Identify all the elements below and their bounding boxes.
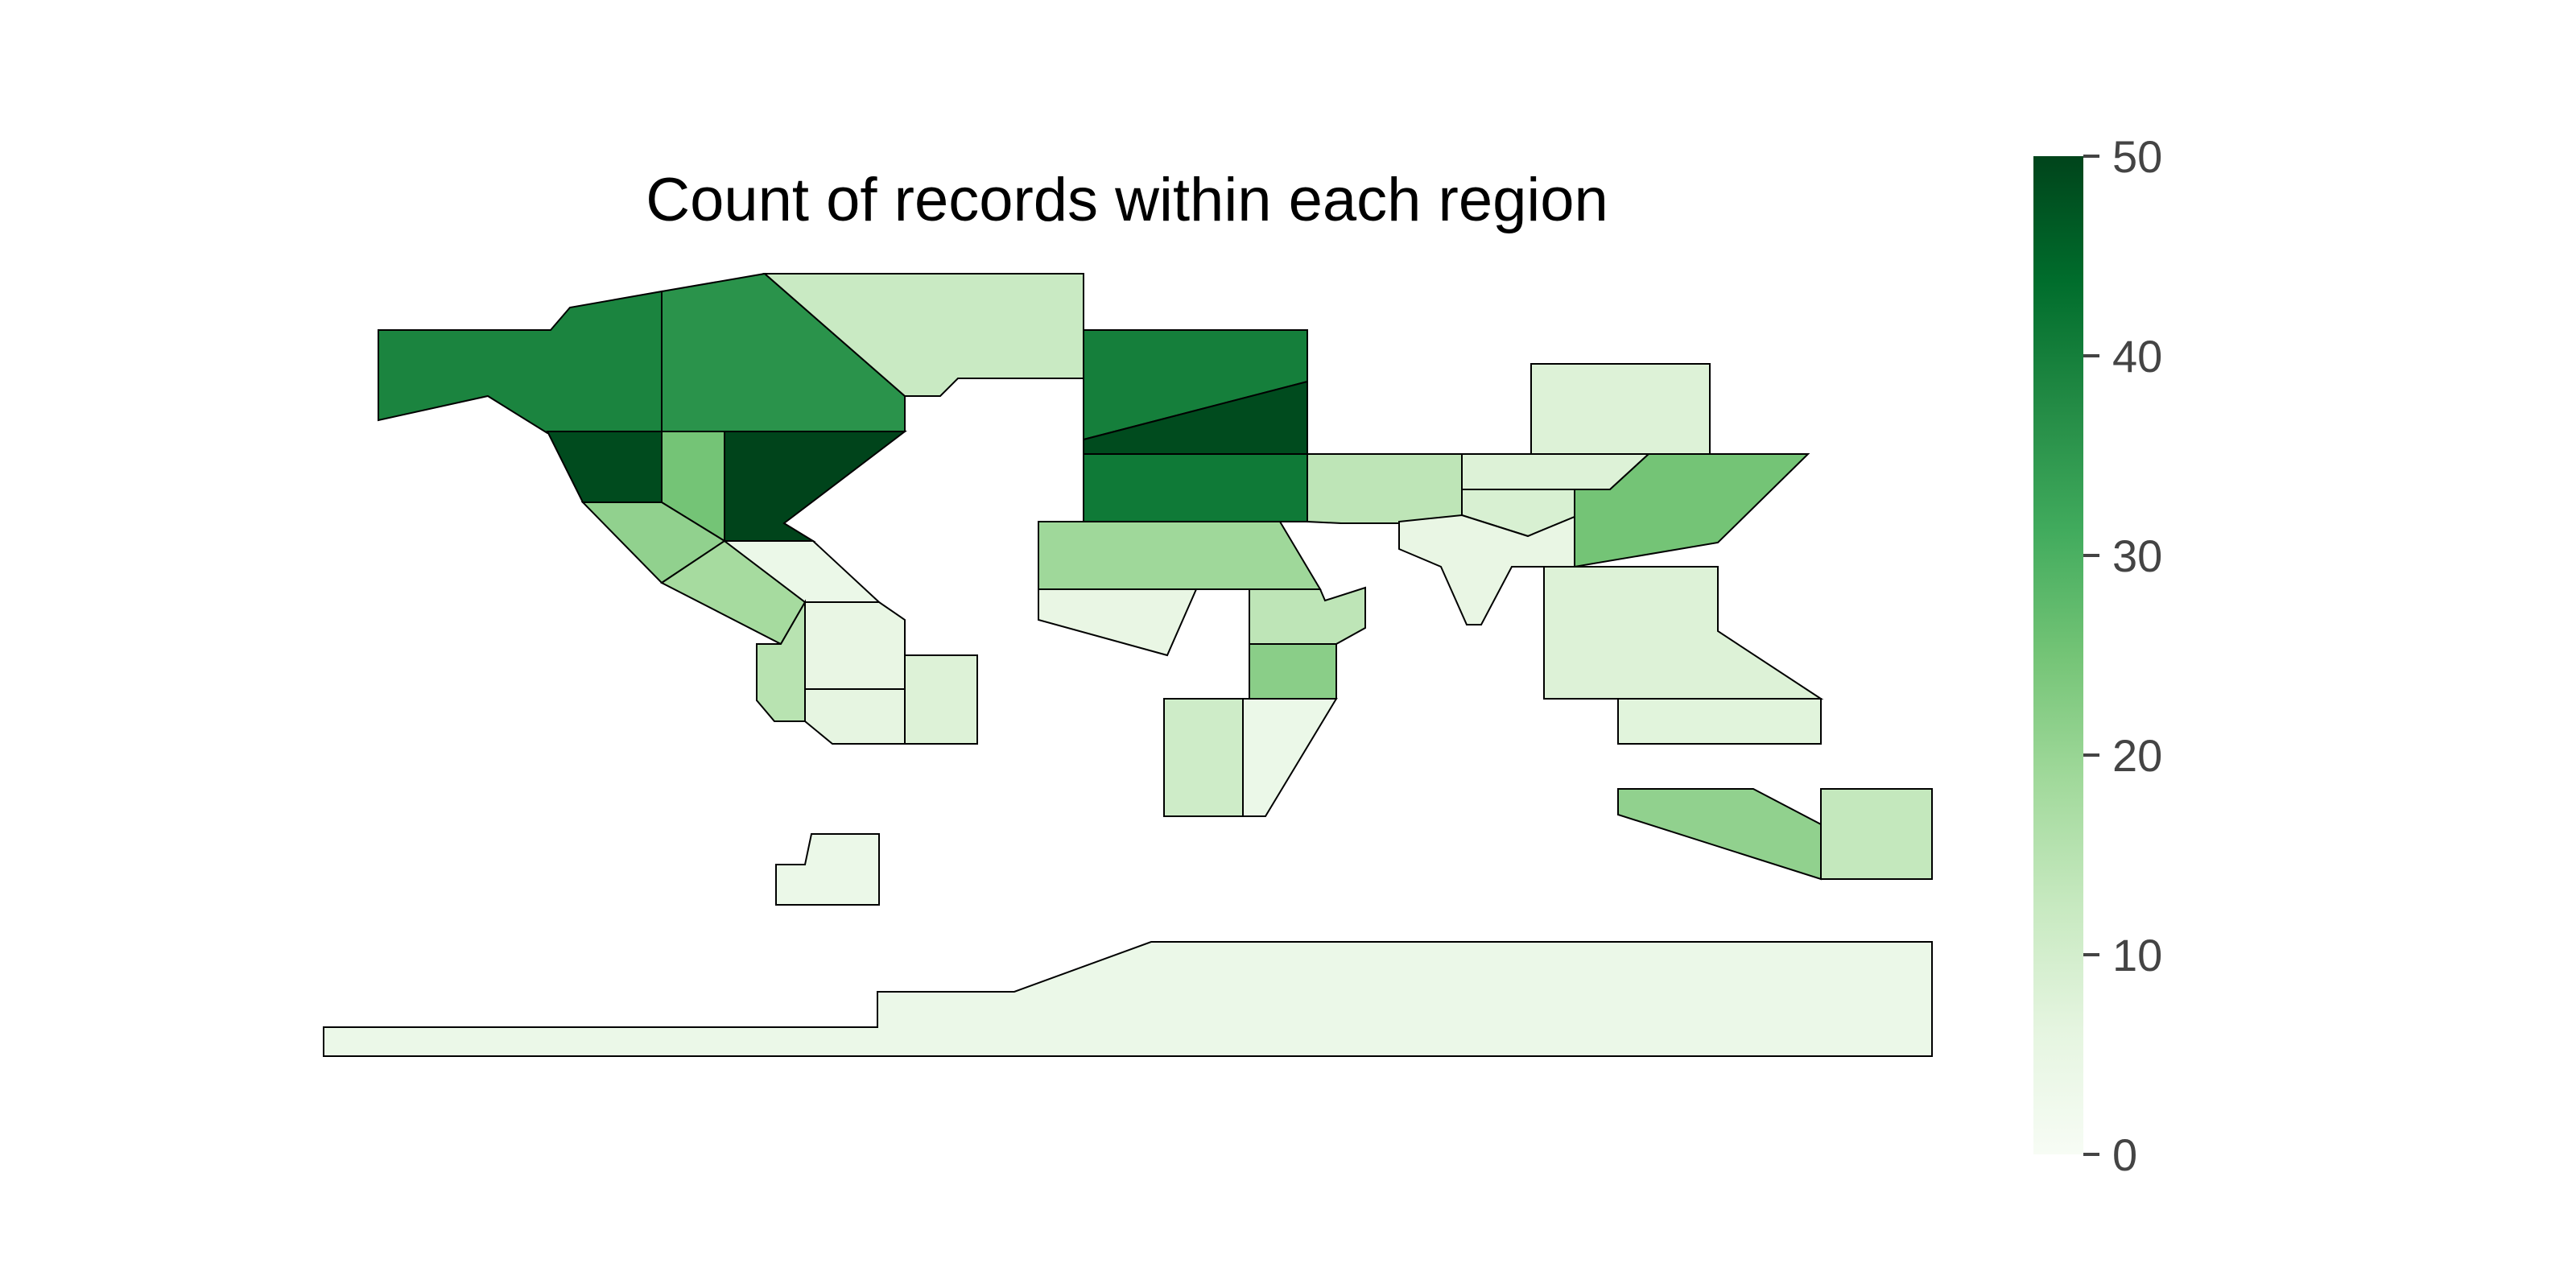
colorbar-tick-label: 30 <box>2112 530 2162 581</box>
region-caribbean-north[interactable] <box>804 601 906 690</box>
region-s-asia[interactable] <box>1398 514 1575 625</box>
region-s-africa[interactable] <box>1242 698 1338 817</box>
region-s-south-america[interactable] <box>775 833 880 906</box>
region-w-asia[interactable] <box>1307 453 1463 524</box>
region-n-south-america-east[interactable] <box>904 654 978 745</box>
region-n-canada-west[interactable] <box>661 272 906 432</box>
region-greenland[interactable] <box>762 273 1084 397</box>
region-australia-w[interactable] <box>1617 788 1822 881</box>
region-indonesia[interactable] <box>1617 698 1822 745</box>
colorbar-tick-label: 20 <box>2112 730 2162 781</box>
chart-title: Count of records within each region <box>646 166 1608 234</box>
colorbar: 0 10 20 30 40 50 <box>2033 131 2162 1180</box>
region-nw-alaska[interactable] <box>378 290 663 434</box>
region-australia-e[interactable] <box>1820 788 1933 880</box>
region-w-africa[interactable] <box>1163 698 1244 817</box>
region-e-africa-w[interactable] <box>1249 586 1366 645</box>
colorbar-gradient <box>2033 156 2083 1154</box>
region-caribbean-south[interactable] <box>804 688 906 745</box>
region-mediterranean[interactable] <box>1038 521 1322 590</box>
region-n-asia[interactable] <box>1530 363 1711 455</box>
map-regions <box>323 272 1933 1057</box>
colorbar-tick-label: 10 <box>2112 930 2162 980</box>
region-sahara[interactable] <box>1038 588 1198 657</box>
region-e-canada[interactable] <box>724 431 907 542</box>
colorbar-tick-label: 40 <box>2112 331 2162 382</box>
region-c-africa[interactable] <box>1249 643 1337 700</box>
region-se-asia[interactable] <box>1543 566 1824 700</box>
colorbar-ticks: 0 10 20 30 40 50 <box>2083 131 2162 1180</box>
colorbar-tick-label: 50 <box>2112 131 2162 182</box>
region-c-europe[interactable] <box>1083 453 1308 522</box>
colorbar-tick-label: 0 <box>2112 1129 2137 1180</box>
region-antarctica[interactable] <box>323 941 1933 1057</box>
region-w-canada[interactable] <box>546 431 663 503</box>
